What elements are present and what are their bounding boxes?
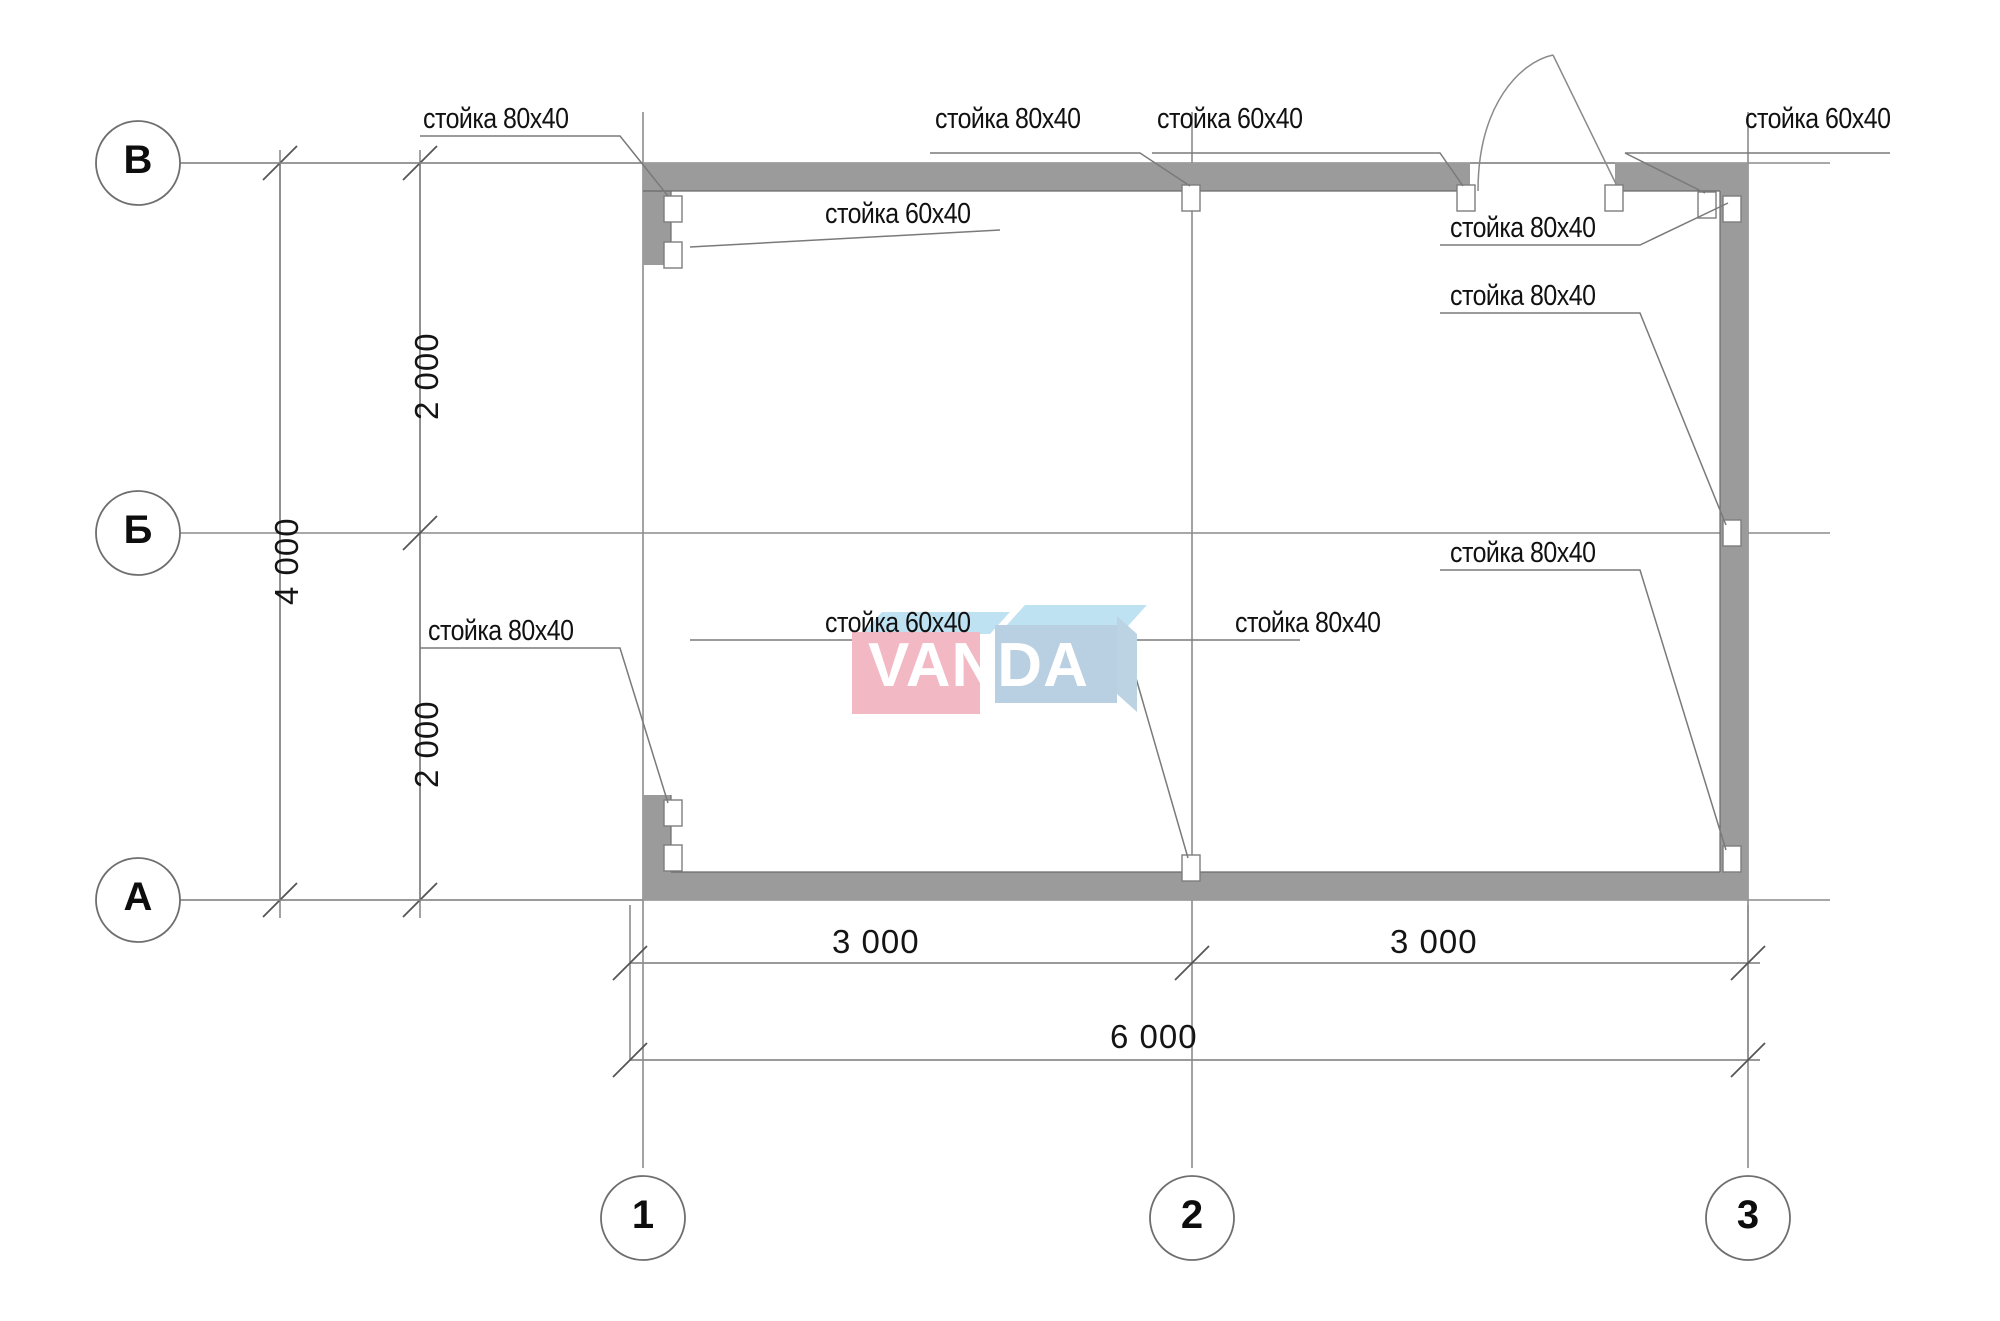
annotation-post-4: стойка 60x40 — [1157, 103, 1303, 135]
annotation-post-2: стойка 80x40 — [935, 103, 1081, 135]
leader-ann-4 — [1152, 152, 1464, 187]
leader-ann-2 — [930, 152, 1191, 187]
marker-circle-b[interactable] — [95, 490, 181, 576]
post-marker-left-top-a — [663, 195, 683, 223]
axis-label-b: Б — [123, 508, 153, 552]
post-marker-corner-bottomright — [1722, 845, 1742, 873]
marker-circle-1[interactable] — [600, 1175, 686, 1261]
post-marker-right-axisb — [1722, 519, 1742, 547]
dim-tick-ht-3 — [1730, 1042, 1766, 1078]
axis-label-2: 2 — [1180, 1193, 1204, 1237]
dimension-vertical-upper: 2 000 — [408, 332, 445, 420]
horizontal-dimension-chain — [612, 945, 1766, 1078]
marker-circle-v[interactable] — [95, 120, 181, 206]
post-marker-left-bottom-b — [663, 844, 683, 872]
annotation-post-8: стойка 80x40 — [1450, 537, 1596, 569]
annotation-post-11: стойка 80x40 — [1235, 607, 1381, 639]
annotation-post-1: стойка 80x40 — [423, 103, 569, 135]
post-marker-top-axis2 — [1181, 184, 1201, 212]
door-opening — [1470, 54, 1618, 192]
leader-ann-3 — [689, 229, 1001, 248]
vertical-dimension-chain — [178, 145, 643, 918]
dimension-vertical-total: 4 000 — [268, 517, 305, 605]
leader-ann-5 — [1624, 152, 1890, 194]
marker-circle-2[interactable] — [1149, 1175, 1235, 1261]
leader-ann-7 — [1440, 312, 1727, 526]
dim-tick-v-mid — [402, 515, 438, 551]
annotation-post-9: стойка 80x40 — [428, 615, 574, 647]
door-leaf — [1552, 54, 1618, 187]
post-marker-corner-topright-a — [1697, 191, 1717, 219]
leader-ann-1 — [420, 135, 669, 197]
post-marker-corner-topright-b — [1722, 195, 1742, 223]
dim-tick-h-2 — [1174, 945, 1210, 981]
dim-tick-ht-1 — [612, 1042, 648, 1078]
post-markers — [663, 184, 1742, 882]
annotation-post-3: стойка 60x40 — [825, 198, 971, 230]
post-marker-top-door-left — [1456, 184, 1476, 212]
axis-label-3: 3 — [1736, 1193, 1760, 1237]
post-marker-top-door-right — [1604, 184, 1624, 212]
annotation-leaders — [420, 135, 1890, 859]
axis-label-a: А — [123, 875, 153, 919]
marker-circle-3[interactable] — [1705, 1175, 1791, 1261]
grid-axis-lines — [178, 112, 1830, 1168]
axis-label-v: В — [123, 138, 153, 182]
axis-marker-circles — [95, 120, 1791, 1261]
post-marker-left-top-b — [663, 241, 683, 269]
dimension-horizontal-left: 3 000 — [832, 923, 920, 960]
axis-label-1: 1 — [631, 1193, 655, 1237]
door-swing-arc — [1477, 54, 1554, 192]
leader-ann-11 — [1124, 639, 1300, 859]
leader-ann-9 — [420, 647, 669, 804]
dimension-horizontal-right: 3 000 — [1390, 923, 1478, 960]
dim-tick-h-3 — [1730, 945, 1766, 981]
building-walls — [643, 163, 1748, 900]
dimension-horizontal-total: 6 000 — [1110, 1018, 1198, 1055]
post-marker-bottom-axis2 — [1181, 854, 1201, 882]
wall-top-main — [643, 163, 1470, 191]
dim-tick-h-1 — [612, 945, 648, 981]
marker-circle-a[interactable] — [95, 857, 181, 943]
post-marker-left-bottom-a — [663, 799, 683, 827]
annotation-post-6: стойка 80x40 — [1450, 212, 1596, 244]
leader-ann-6 — [1440, 202, 1729, 246]
leader-ann-8 — [1440, 569, 1727, 851]
annotation-post-10: стойка 60x40 — [825, 607, 971, 639]
annotation-post-5: стойка 60x40 — [1745, 103, 1891, 135]
dimension-vertical-lower: 2 000 — [408, 700, 445, 788]
annotation-post-7: стойка 80x40 — [1450, 280, 1596, 312]
